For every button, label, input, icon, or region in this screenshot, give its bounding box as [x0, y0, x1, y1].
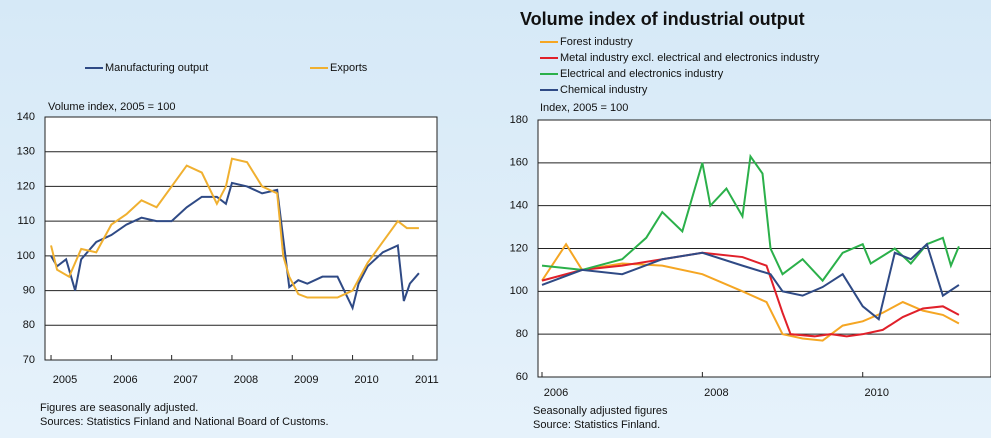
x-tick-label: 2006: [113, 374, 137, 386]
legend-label: Electrical and electronics industry: [560, 68, 724, 80]
series-line: [541, 242, 960, 342]
y-tick-label: 140: [510, 200, 528, 212]
legend-label: Exports: [330, 62, 368, 74]
note: Source: Statistics Finland.: [533, 419, 660, 431]
series-line: [541, 153, 960, 283]
y-tick-label: 100: [510, 285, 528, 297]
x-tick-label: 2006: [544, 387, 568, 399]
y-tick-label: 100: [17, 250, 35, 262]
note: Seasonally adjusted figures: [533, 405, 668, 417]
x-tick-label: 2008: [704, 387, 728, 399]
x-tick-label: 2011: [415, 374, 439, 386]
x-tick-label: 2008: [234, 374, 258, 386]
y-axis-label: Volume index, 2005 = 100: [48, 101, 176, 113]
y-tick-label: 130: [17, 146, 35, 158]
legend-label: Forest industry: [560, 36, 633, 48]
y-tick-label: 160: [510, 157, 528, 169]
series-line: [541, 242, 960, 321]
y-tick-label: 110: [17, 215, 35, 227]
note: Figures are seasonally adjusted.: [40, 402, 198, 414]
y-axis-label: Index, 2005 = 100: [540, 102, 628, 114]
series-line: [541, 251, 960, 338]
x-tick-label: 2007: [173, 374, 197, 386]
y-tick-label: 80: [516, 328, 528, 340]
legend-label: Chemical industry: [560, 84, 648, 96]
x-tick-label: 2010: [864, 387, 888, 399]
series-line: [50, 157, 419, 299]
series-line: [50, 181, 420, 311]
plot-area: [44, 116, 438, 361]
note: Sources: Statistics Finland and National…: [40, 416, 329, 428]
legend-label: Metal industry excl. electrical and elec…: [560, 52, 820, 64]
y-tick-label: 120: [17, 180, 35, 192]
y-tick-label: 70: [23, 354, 35, 366]
chart-title: Volume index of industrial output: [520, 9, 805, 29]
y-tick-label: 120: [510, 242, 528, 254]
y-tick-label: 180: [510, 114, 528, 126]
y-tick-label: 60: [516, 371, 528, 383]
x-tick-label: 2005: [53, 374, 77, 386]
x-tick-label: 2010: [354, 374, 378, 386]
legend-label: Manufacturing output: [105, 62, 208, 74]
y-tick-label: 90: [23, 284, 35, 296]
y-tick-label: 140: [17, 111, 35, 123]
x-tick-label: 2009: [294, 374, 318, 386]
y-tick-label: 80: [23, 319, 35, 331]
